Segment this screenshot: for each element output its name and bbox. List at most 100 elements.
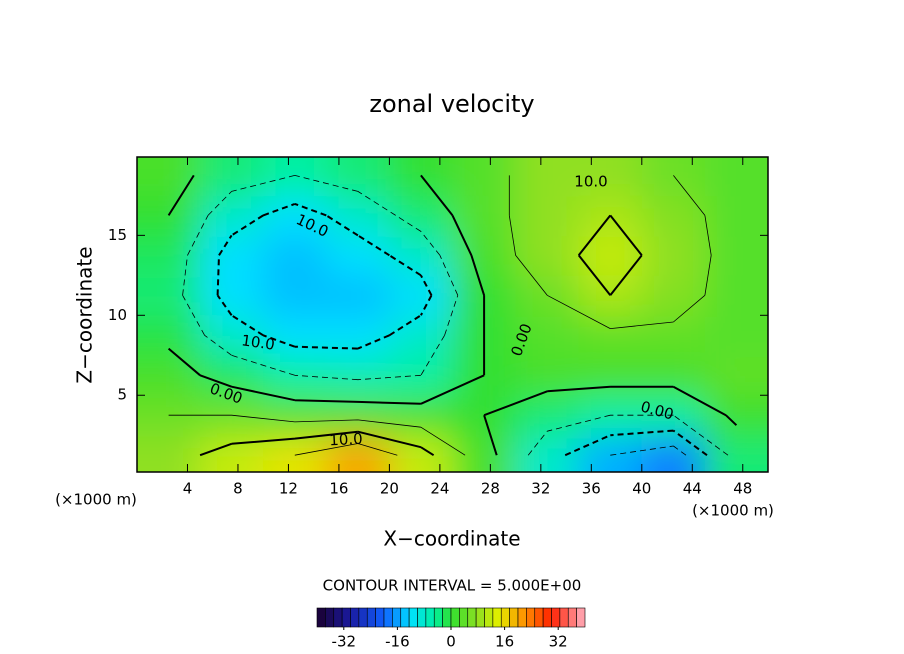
colorbar-cell <box>358 607 368 628</box>
contour-line <box>610 445 687 456</box>
field-cell <box>389 395 454 437</box>
field-cell <box>704 195 768 237</box>
colorbar-cell <box>375 607 385 628</box>
colorbar-cell <box>475 607 485 628</box>
field-cell <box>704 355 768 397</box>
colorbar-cell <box>576 607 586 628</box>
colorbar-cell <box>467 607 477 628</box>
colorbar-cell <box>442 607 452 628</box>
colorbar-cell <box>392 607 402 628</box>
x-axis-label: X−coordinate <box>383 527 520 551</box>
field-cell <box>515 315 580 357</box>
x-tick-label: 4 <box>183 480 193 498</box>
colorbar-cell <box>459 607 469 628</box>
colorbar-cell <box>450 607 460 628</box>
field-cell <box>515 235 580 277</box>
field-cell <box>263 355 328 397</box>
field-cell <box>137 195 202 237</box>
colorbar-cell <box>559 607 569 628</box>
contour-line <box>294 443 398 456</box>
x-tick-label: 24 <box>430 480 449 498</box>
field-cell <box>578 235 643 277</box>
field-cell <box>326 195 391 237</box>
field-cell <box>578 157 643 197</box>
field-cells <box>137 157 768 472</box>
x-tick-label: 32 <box>531 480 550 498</box>
contour-label: 10.0 <box>574 173 607 191</box>
field-cell <box>641 395 706 437</box>
field-cell <box>263 195 328 237</box>
colorbar-cell <box>325 607 335 628</box>
field-cell <box>641 355 706 397</box>
field-cell <box>515 195 580 237</box>
colorbar-cell <box>484 607 494 628</box>
field-cell <box>389 315 454 357</box>
contour-line <box>167 174 738 456</box>
colorbar-tick-label: -16 <box>385 633 410 651</box>
field-cell <box>389 355 454 397</box>
field-cell <box>263 395 328 437</box>
field-cell <box>641 235 706 277</box>
field-cell <box>263 275 328 317</box>
colorbar-cell <box>408 607 418 628</box>
field-cell <box>578 315 643 357</box>
field-cell <box>641 157 706 197</box>
field-cell <box>263 315 328 357</box>
field-cell <box>578 435 643 472</box>
field-cell <box>704 435 768 472</box>
field-cell <box>515 395 580 437</box>
colorbar-tick-label: 0 <box>446 633 456 651</box>
colorbar-cell <box>500 607 510 628</box>
field-cell <box>200 395 265 437</box>
y-axis-label: Z−coordinate <box>73 246 97 383</box>
contour-label: 10.0 <box>240 331 276 353</box>
y-unit: (×1000 m) <box>55 491 137 509</box>
field-cell <box>578 395 643 437</box>
x-tick-label: 12 <box>279 480 298 498</box>
plot-frame <box>136 156 769 473</box>
x-unit: (×1000 m) <box>692 502 774 520</box>
field-cell <box>578 275 643 317</box>
field-cell <box>515 157 580 197</box>
contour-line <box>168 175 712 456</box>
colorbar-cell <box>509 607 519 628</box>
colorbar-tick-label: -32 <box>332 633 357 651</box>
field-cell <box>263 235 328 277</box>
colorbar-tick-label: 16 <box>495 633 514 651</box>
field-cell <box>326 235 391 277</box>
contour-interval: CONTOUR INTERVAL = 5.000E+00 <box>323 577 582 595</box>
colorbar-cell <box>350 607 360 628</box>
field-cell <box>326 275 391 317</box>
field-cell <box>263 157 328 197</box>
colorbar-cell <box>425 607 435 628</box>
x-tick-label: 8 <box>233 480 243 498</box>
chart-title: zonal velocity <box>369 90 534 118</box>
x-tick-label: 40 <box>632 480 651 498</box>
field-cell <box>137 157 202 197</box>
field-cell <box>137 235 202 277</box>
colorbar-cell <box>383 607 393 628</box>
field-cell <box>641 275 706 317</box>
colorbar-cell <box>567 607 577 628</box>
field-cell <box>200 157 265 197</box>
colorbar-cell <box>492 607 502 628</box>
colorbar-cell <box>341 607 351 628</box>
x-tick-label: 48 <box>733 480 752 498</box>
field-cell <box>704 275 768 317</box>
field-cell <box>389 195 454 237</box>
field-cell <box>452 235 517 277</box>
field-cell <box>137 395 202 437</box>
field-cell <box>389 235 454 277</box>
field-cell <box>200 435 265 472</box>
field-cell <box>641 195 706 237</box>
x-tick-label: 44 <box>683 480 702 498</box>
field-cell <box>641 435 706 472</box>
x-tick-label: 16 <box>329 480 348 498</box>
y-tick-label: 15 <box>108 226 127 244</box>
colorbar-tick-label: 32 <box>549 633 568 651</box>
field-cell <box>137 355 202 397</box>
contours <box>167 174 738 457</box>
field-cell <box>704 235 768 277</box>
colorbar-cell <box>417 607 427 628</box>
